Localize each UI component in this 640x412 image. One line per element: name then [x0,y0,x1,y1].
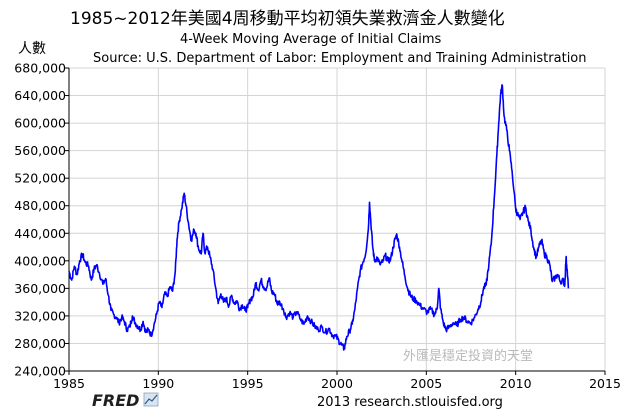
y-tick-label: 640,000 [14,88,66,103]
chart-title: 1985~2012年美國4周移動平均初領失業救濟金人數變化 [70,9,505,29]
x-tick-label: 1995 [232,376,264,391]
plot-area: 240,000 280,000 320,000 360,000 400,000 440,0… [14,61,621,392]
y-tick-label: 600,000 [14,116,66,131]
y-tick-label: 400,000 [14,253,66,268]
y-tick-label: 280,000 [14,336,66,351]
y-tick-label: 440,000 [14,226,66,241]
x-tick-label: 1985 [53,376,85,391]
watermark-text: 外匯是穩定投資的天堂 [403,348,533,364]
series-line-0 [68,84,570,351]
y-tick-label: 360,000 [14,281,66,296]
y-axis-label: 人數 [18,41,46,57]
chart-subtitle: 4-Week Moving Average of Initial Claims [180,32,441,47]
chart-source-line: Source: U.S. Department of Labor: Employ… [93,51,587,66]
x-tick-label: 2005 [410,376,442,391]
fred-logo-text: FRED [92,391,139,410]
source-url: 2013 research.stlouisfed.org [317,395,503,410]
y-tick-label: 320,000 [14,308,66,323]
y-tick-label: 480,000 [14,198,66,213]
x-tick-label: 2010 [500,376,532,391]
fred-logo: FRED [92,391,159,410]
x-tick-label: 2015 [589,376,621,391]
fred-chart-mark-icon [143,392,159,407]
y-tick-label: 560,000 [14,143,66,158]
x-tick-label: 2000 [321,376,353,391]
y-tick-label: 680,000 [14,61,66,76]
x-tick-label: 1990 [142,376,174,391]
y-tick-label: 520,000 [14,171,66,186]
y-tick-label: 240,000 [14,364,66,379]
